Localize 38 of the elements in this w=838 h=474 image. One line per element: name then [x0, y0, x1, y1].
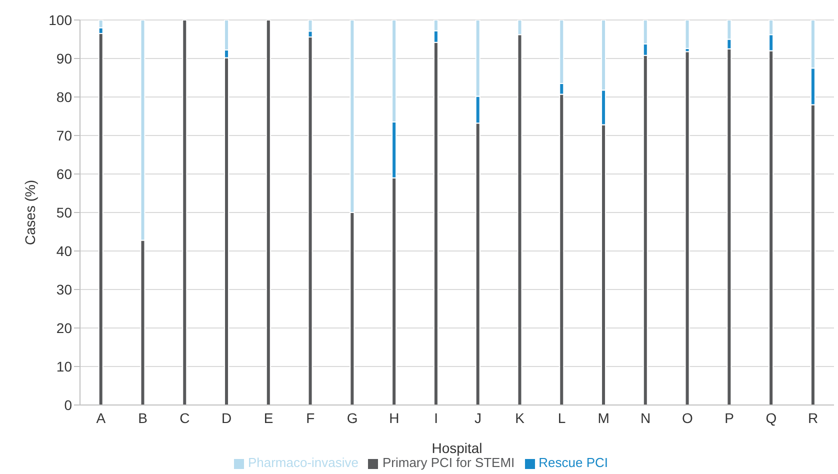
bar: [182, 20, 188, 405]
legend-label: Primary PCI for STEMI: [382, 455, 515, 470]
x-tick-label: G: [346, 410, 358, 426]
x-tick-label: N: [640, 410, 651, 426]
y-tick-label: 70: [56, 127, 72, 144]
x-tick-label: O: [682, 410, 693, 426]
y-axis-title: Cases (%): [22, 180, 38, 246]
y-tick-label: 30: [56, 281, 72, 298]
bar: [684, 20, 690, 49]
x-tick-label: A: [96, 410, 106, 426]
legend-label: Pharmaco-invasive: [248, 455, 358, 470]
x-tick-label: C: [180, 410, 190, 426]
x-tick-label: J: [474, 410, 482, 426]
bar: [266, 20, 271, 405]
legend-label: Rescue PCI: [538, 455, 608, 470]
x-tick-label: M: [598, 410, 610, 426]
x-tick-label: B: [138, 410, 148, 426]
x-tick-label: E: [264, 410, 274, 426]
y-tick-label: 50: [56, 204, 72, 220]
y-tick-label: 20: [56, 320, 72, 336]
y-tick-label: 0: [64, 396, 72, 413]
bar: [684, 51, 690, 405]
y-tick-label: 60: [56, 166, 72, 182]
x-tick-label: F: [306, 410, 315, 426]
x-tick-label: Q: [766, 410, 777, 426]
x-tick-label: H: [389, 410, 400, 426]
y-tick-label: 90: [56, 50, 72, 66]
x-tick-label: P: [724, 410, 734, 426]
x-tick-label: K: [515, 410, 526, 426]
x-tick-label: L: [558, 410, 566, 426]
x-axis-title: Hospital: [432, 440, 482, 456]
x-tick-label: R: [808, 410, 818, 426]
y-tick-label: 80: [56, 88, 72, 105]
y-tick-label: 10: [56, 358, 72, 374]
x-tick-label: I: [434, 410, 438, 426]
x-tick-label: D: [222, 410, 232, 426]
y-tick-label: 100: [48, 12, 72, 28]
y-tick-label: 40: [56, 242, 72, 259]
